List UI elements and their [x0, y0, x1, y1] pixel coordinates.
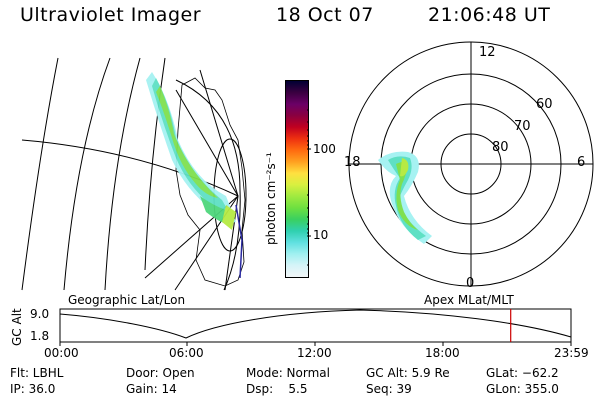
orbit-altitude-curve: [59, 309, 572, 339]
info-glat: GLat: −62.2: [486, 366, 559, 380]
app-title: Ultraviolet Imager: [20, 4, 202, 26]
info-seq: Seq: 39: [366, 382, 412, 396]
colorbar-tick-10: 10: [313, 228, 329, 242]
lat-arc-2: [63, 57, 111, 291]
mlt-label-18: 18: [344, 155, 361, 170]
info-gc-alt: GC Alt: 5.9 Re: [366, 366, 450, 380]
color-bar: [285, 80, 309, 278]
mlt-label-0: 0: [466, 276, 475, 291]
lat-arc-4: [144, 57, 166, 271]
orbit-xtick-2359: 23:59: [554, 346, 589, 360]
mlat-label-70: 70: [514, 119, 531, 134]
lon-line-1: [21, 139, 239, 197]
aurora-left: [146, 72, 236, 230]
orbit-ytick-1-8: 1.8: [30, 329, 50, 343]
orbit-xtick-0600: 06:00: [169, 346, 204, 360]
orbit-xtick-0000: 00:00: [44, 346, 79, 360]
coastline-greenland: [175, 77, 246, 287]
lat-arc-3: [104, 57, 141, 291]
info-mode: Mode: Normal: [246, 366, 330, 380]
left-map-label: Geographic Lat/Lon: [68, 293, 186, 307]
right-map-label: Apex MLat/MLT: [424, 293, 514, 307]
lon-line-6: [199, 69, 239, 197]
lat-arc-1: [21, 57, 59, 291]
mlt-label-6: 6: [577, 155, 586, 170]
globe-limb: [175, 79, 241, 291]
info-dsp: Dsp: 5.5: [246, 382, 308, 396]
mlt-label-12: 12: [479, 45, 496, 60]
info-ip: IP: 36.0: [10, 382, 56, 396]
time-label: 21:06:48 UT: [428, 4, 551, 26]
info-flt: Flt: LBHL: [10, 366, 64, 380]
orbit-ytick-9: 9.0: [30, 307, 50, 321]
colorbar-tick-100: 100: [313, 142, 336, 156]
orbit-xtick-1800: 18:00: [425, 346, 460, 360]
orbit-plot-frame: [59, 308, 572, 343]
info-glon: GLon: 355.0: [486, 382, 559, 396]
mlat-label-80: 80: [492, 140, 509, 155]
info-gain: Gain: 14: [126, 382, 177, 396]
lon-line-5: [175, 89, 239, 197]
aurora-right: [378, 151, 432, 244]
lon-line-4: [224, 195, 239, 291]
coastline-blue: [235, 204, 243, 279]
mlat-label-60: 60: [536, 97, 553, 112]
orbit-xtick-1200: 12:00: [297, 346, 332, 360]
info-door: Door: Open: [126, 366, 195, 380]
date-label: 18 Oct 07: [276, 4, 374, 26]
